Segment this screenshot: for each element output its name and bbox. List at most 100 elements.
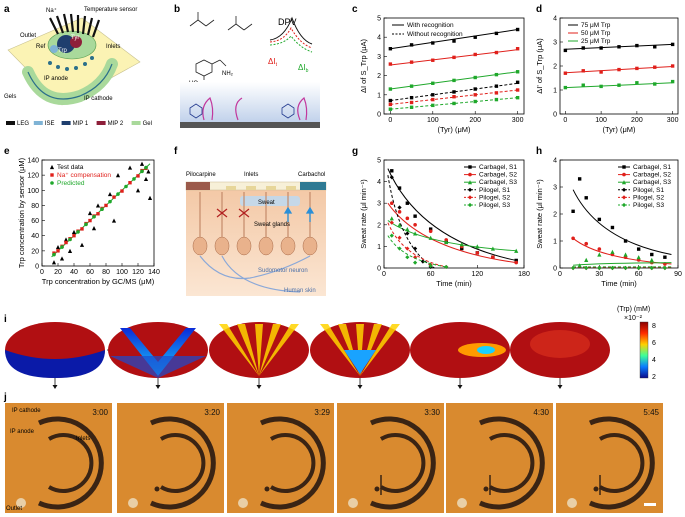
chart-h: 0 30 60 90 0 1 2 3 4 Time (min) Sweat rate (μl min…	[535, 158, 682, 289]
series-line-g-1	[387, 202, 517, 264]
legend-a-label-2: MIP 1	[73, 121, 89, 127]
x-tick-label-d: 300	[667, 117, 679, 124]
legend-e-marker-0	[49, 164, 55, 170]
legend-h-label-3: Pilogel, S1	[633, 187, 664, 194]
gels-label: Gels	[4, 94, 16, 100]
point-c-0-1	[409, 43, 414, 47]
x-tick-label-h: 60	[635, 271, 643, 278]
point-g-2-0	[389, 216, 394, 221]
legend-a-label-3: MIP 2	[108, 121, 124, 127]
point-e-0-0	[51, 260, 57, 265]
x-axis-label-h: Time (min)	[601, 279, 637, 288]
photo-bubble-5	[593, 486, 599, 492]
point-g-3-0	[389, 175, 394, 180]
point-g-2-3	[413, 231, 418, 236]
y-tick-label-d: 1	[553, 88, 557, 95]
point-d-1-3	[617, 67, 621, 72]
legend-h-marker-5	[621, 202, 627, 208]
point-g-4-3	[413, 255, 418, 260]
point-e-2-4	[84, 222, 88, 227]
legend-g-label-3: Pilogel, S1	[479, 187, 510, 194]
photo-outlet-0	[16, 498, 26, 508]
y-tick-label-g: 1	[377, 244, 381, 251]
y-axis-label-e: Trp concentration by sensor (μM)	[17, 157, 26, 268]
point-d-0-1	[581, 46, 585, 50]
point-c-1-6	[515, 47, 520, 51]
point-e-0-9	[95, 203, 101, 208]
point-c-4-3	[452, 95, 456, 99]
legend-g-marker-0	[468, 165, 472, 169]
point-c-0-5	[494, 31, 499, 36]
x-tick-label-e: 0	[40, 269, 44, 276]
legend-g-marker-5	[467, 202, 473, 208]
point-h-0-1	[577, 177, 582, 181]
point-c-1-4	[473, 52, 477, 57]
y-tick-label-g: 2	[377, 222, 381, 229]
plot-frame-g	[383, 159, 525, 269]
panel-a: a Outlet Na⁺ Temperature sensor Inlets R…	[4, 4, 152, 127]
y-axis-label-g: Sweat rate (μl min⁻¹)	[359, 179, 368, 249]
human-skin-label: Human skin	[284, 288, 316, 294]
point-c-5-4	[473, 99, 477, 104]
point-c-0-4	[473, 35, 477, 39]
legend-c-label-1: Without recognition	[407, 31, 463, 38]
ip-anode-label: IP anode	[44, 76, 69, 82]
photo-outlet-3	[348, 498, 358, 508]
sim-low-region-0	[5, 350, 105, 378]
point-g-5-4	[428, 263, 433, 268]
photo-time-0: 3:00	[92, 408, 108, 417]
point-h-5-6	[649, 265, 654, 271]
series-line-h-2	[573, 262, 672, 266]
series-line-h-0	[572, 189, 672, 255]
point-c-1-3	[452, 55, 456, 60]
point-d-1-1	[581, 69, 585, 73]
point-h-5-0	[571, 265, 576, 271]
point-e-0-16	[143, 176, 149, 182]
molecule-tyr	[195, 59, 227, 80]
point-d-0-6	[670, 42, 675, 47]
point-c-0-0	[388, 47, 393, 51]
colorbar-tick-4: 4	[652, 357, 656, 364]
point-e-1-17	[136, 174, 140, 178]
series-line-g-0	[387, 168, 517, 261]
y-tick-label-e: 80	[31, 203, 39, 210]
sweat-layer	[240, 196, 300, 206]
sudomotor-nerve-2	[221, 255, 301, 293]
sim-frame-4	[410, 322, 523, 389]
point-c-2-1	[409, 84, 414, 88]
molecule-nh2-label: NH₂	[222, 71, 234, 77]
x-tick-label-g: 180	[518, 271, 530, 278]
legend-h-label-4: Pilogel, S2	[633, 194, 664, 201]
sweat-glands	[192, 236, 318, 256]
point-g-5-5	[444, 264, 449, 270]
point-g-2-8	[490, 246, 495, 251]
sim-arrow-head-5	[557, 385, 563, 389]
electrode-surface	[180, 122, 320, 128]
delta-it-label: ΔIt	[268, 57, 278, 68]
legend-h-label-0: Carbagel, S1	[633, 164, 671, 171]
legend-a-label-4: Gel	[143, 121, 152, 127]
point-e-0-1	[55, 244, 61, 250]
y-tick-label-e: 0	[35, 264, 39, 271]
point-e-2-9	[124, 184, 128, 189]
point-d-1-2	[599, 70, 603, 74]
point-d-2-4	[635, 81, 639, 85]
point-g-2-2	[405, 227, 410, 232]
point-h-0-4	[610, 225, 615, 230]
point-e-2-5	[92, 214, 96, 219]
mip-cavities	[202, 97, 308, 121]
point-e-2-10	[132, 177, 136, 181]
inlets-label: Inlets	[106, 44, 120, 50]
point-d-2-6	[670, 79, 675, 84]
x-tick-label-h: 90	[674, 271, 682, 278]
point-e-1-16	[128, 181, 132, 185]
pilocarpine-label: Pilocarpine	[186, 172, 216, 178]
y-tick-label-h: 3	[553, 185, 557, 192]
point-e-2-12	[144, 165, 148, 170]
point-e-0-11	[111, 218, 117, 223]
point-g-5-3	[413, 260, 418, 265]
point-c-4-0	[388, 102, 393, 107]
point-e-0-15	[139, 161, 145, 166]
point-c-5-3	[452, 101, 456, 106]
point-d-0-0	[563, 48, 568, 53]
